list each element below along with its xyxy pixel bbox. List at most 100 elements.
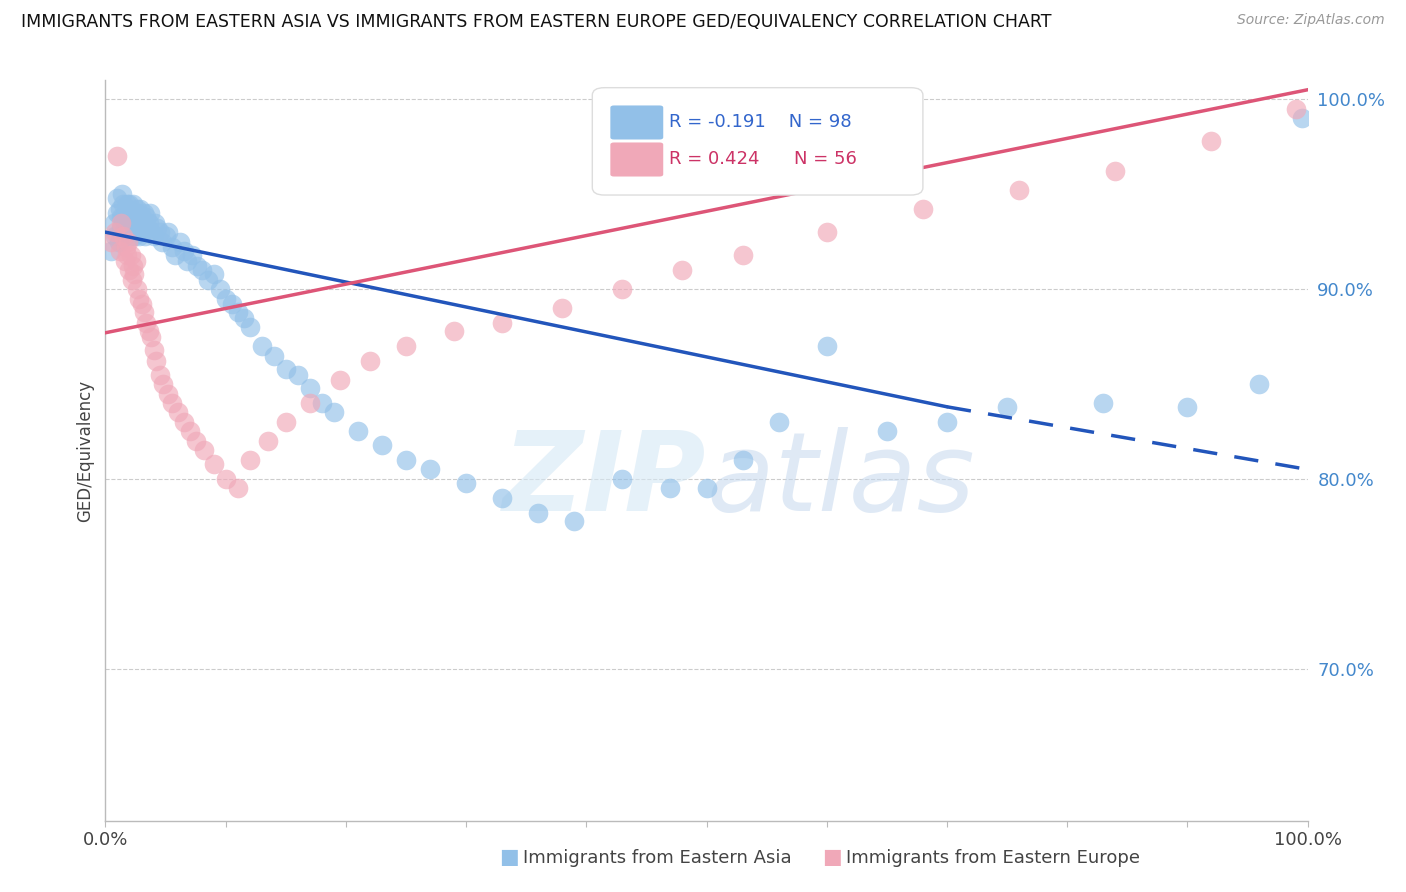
Point (100, 235, 122, 249)
Point (100, 244, 122, 259)
Point (138, 216, 160, 230)
Point (107, 235, 129, 249)
Point (659, 482, 682, 496)
Point (115, 206, 138, 220)
Point (165, 248, 187, 262)
Point (815, 225, 838, 239)
Point (491, 316, 513, 330)
Point (134, 229, 156, 244)
Point (173, 244, 195, 259)
Point (214, 292, 236, 306)
Point (139, 206, 162, 220)
Point (110, 221, 132, 235)
Point (121, 272, 143, 286)
Point (145, 354, 167, 368)
Point (371, 438, 394, 452)
Point (114, 221, 136, 235)
Point (311, 396, 333, 410)
Point (395, 339, 418, 353)
Point (120, 216, 142, 230)
Point (124, 267, 146, 281)
Point (329, 373, 352, 387)
Point (111, 187, 134, 202)
Point (156, 386, 179, 401)
Point (131, 225, 153, 239)
Point (150, 235, 173, 249)
Point (226, 305, 249, 319)
Point (124, 206, 146, 220)
Point (186, 260, 208, 274)
Point (208, 282, 231, 296)
Point (160, 240, 183, 254)
Text: ZIP: ZIP (503, 426, 707, 533)
Text: R = 0.424      N = 56: R = 0.424 N = 56 (669, 151, 858, 169)
Point (527, 506, 550, 520)
Point (104, 229, 127, 244)
Point (114, 229, 136, 244)
Point (135, 316, 157, 330)
Point (156, 225, 179, 239)
Point (121, 206, 143, 220)
Point (250, 339, 273, 353)
Point (696, 482, 718, 496)
Point (148, 225, 170, 239)
Point (551, 301, 574, 315)
Point (1284, 102, 1306, 116)
Point (256, 434, 278, 448)
Point (1175, 400, 1198, 414)
Point (112, 229, 135, 244)
Point (115, 196, 138, 211)
Point (125, 202, 148, 217)
Point (115, 248, 138, 262)
Point (146, 221, 169, 235)
Point (117, 216, 139, 230)
Point (1092, 396, 1115, 410)
Point (118, 210, 141, 224)
Point (122, 210, 145, 224)
Point (131, 297, 153, 311)
Point (731, 248, 754, 262)
Point (132, 221, 155, 235)
Point (128, 216, 150, 230)
Point (239, 320, 262, 334)
Point (114, 253, 136, 268)
Point (419, 462, 441, 476)
Point (454, 475, 477, 490)
Point (120, 248, 142, 262)
Point (125, 282, 148, 296)
Point (136, 221, 159, 235)
Point (112, 210, 135, 224)
Point (139, 225, 162, 239)
Point (112, 196, 135, 211)
Point (108, 244, 131, 259)
Point (1249, 377, 1271, 392)
Point (115, 240, 138, 254)
Point (122, 260, 145, 274)
Point (176, 253, 198, 268)
Point (129, 202, 152, 217)
Point (239, 453, 262, 467)
Point (179, 425, 201, 439)
Point (169, 235, 191, 249)
Point (128, 292, 150, 306)
Point (107, 206, 129, 220)
Point (108, 202, 131, 217)
Point (155, 229, 177, 244)
Point (152, 377, 174, 392)
Point (127, 206, 149, 220)
Point (139, 329, 162, 343)
Point (160, 396, 183, 410)
Point (1201, 134, 1223, 148)
Point (298, 396, 321, 410)
Point (115, 210, 138, 224)
Point (612, 282, 634, 296)
Point (214, 472, 236, 486)
Point (138, 324, 160, 338)
Point (298, 381, 321, 395)
Point (911, 202, 934, 217)
Point (132, 206, 155, 220)
Point (671, 263, 693, 277)
Point (190, 263, 212, 277)
Point (612, 472, 634, 486)
Point (132, 305, 155, 319)
